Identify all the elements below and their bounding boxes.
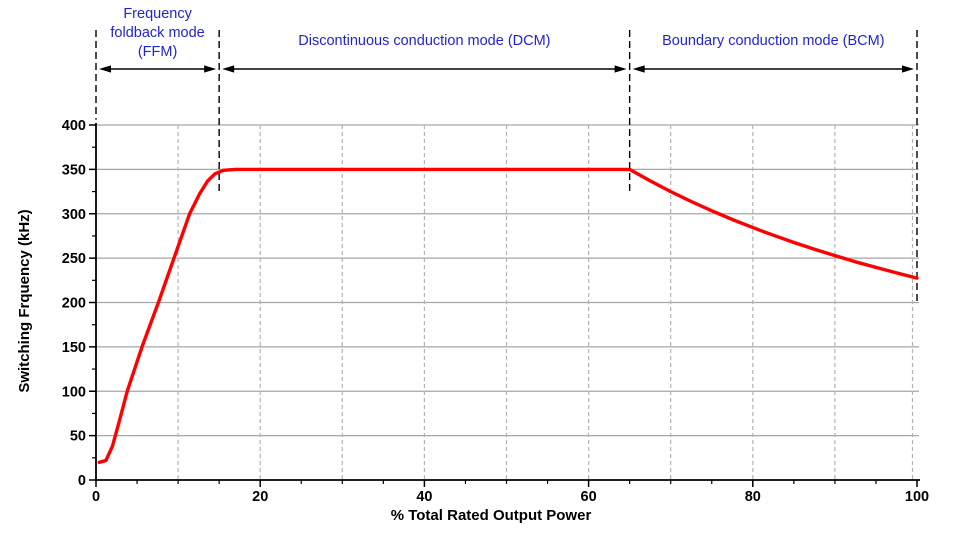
arrowhead-left-icon bbox=[632, 65, 645, 73]
y-tick-label: 50 bbox=[70, 429, 86, 445]
vertical-gridlines bbox=[177, 125, 914, 479]
region-label-line: Frequency bbox=[123, 6, 192, 22]
frequency-curve bbox=[97, 167, 919, 464]
y-tick-label: 400 bbox=[62, 118, 86, 134]
y-tick-label: 100 bbox=[62, 384, 86, 400]
region-label-line: foldback mode bbox=[110, 25, 204, 41]
region-extent-arrow bbox=[632, 65, 914, 73]
y-tick-label: 300 bbox=[62, 207, 86, 223]
tick-marks bbox=[89, 124, 918, 487]
arrowhead-right-icon bbox=[902, 65, 914, 73]
region-label-dcm: Discontinuous conduction mode (DCM) bbox=[298, 33, 550, 49]
region-extent-arrow bbox=[222, 65, 627, 73]
x-tick-label: 60 bbox=[581, 489, 597, 505]
arrowhead-left-icon bbox=[99, 65, 111, 73]
arrowhead-left-icon bbox=[222, 65, 235, 73]
region-label-bcm: Boundary conduction mode (BCM) bbox=[662, 33, 884, 49]
x-tick-label: 80 bbox=[745, 489, 761, 505]
y-axis-label: Switching Frquency (kHz) bbox=[16, 209, 33, 392]
y-tick-label: 0 bbox=[78, 473, 86, 489]
x-axis-label: % Total Rated Output Power bbox=[391, 507, 592, 524]
region-labels: Frequency foldback mode (FFM) Discontinuous… bbox=[110, 6, 884, 60]
y-tick-label: 250 bbox=[62, 251, 86, 267]
x-tick-label: 40 bbox=[416, 489, 432, 505]
region-extent-arrows bbox=[99, 65, 914, 73]
region-label-line: (FFM) bbox=[138, 44, 177, 60]
region-label-ffm: Frequency foldback mode (FFM) bbox=[110, 6, 204, 60]
y-tick-label: 350 bbox=[62, 162, 86, 178]
region-label-line: Boundary conduction mode (BCM) bbox=[662, 33, 884, 49]
x-tick-label: 100 bbox=[905, 489, 929, 505]
x-tick-label: 0 bbox=[92, 489, 100, 505]
tick-labels: 0 50 100 150 200 250 300 350 400 0 20 40 60 80 100 bbox=[62, 118, 929, 505]
region-boundary-lines bbox=[95, 30, 918, 302]
arrowhead-right-icon bbox=[204, 65, 217, 73]
y-tick-label: 150 bbox=[62, 340, 86, 356]
y-tick-label: 200 bbox=[62, 296, 86, 312]
x-tick-label: 20 bbox=[252, 489, 268, 505]
arrowhead-right-icon bbox=[614, 65, 627, 73]
region-label-line: Discontinuous conduction mode (DCM) bbox=[298, 33, 550, 49]
region-extent-arrow bbox=[99, 65, 217, 73]
